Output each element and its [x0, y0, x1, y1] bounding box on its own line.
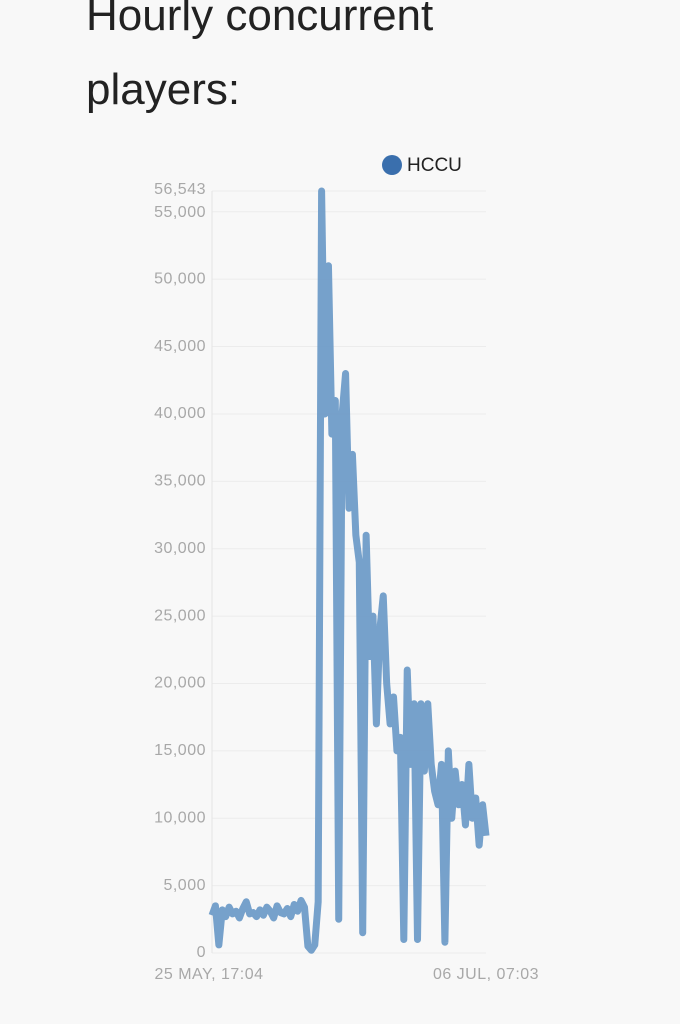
y-tick-label: 50,000: [154, 270, 206, 287]
y-tick-label: 56,543: [154, 181, 206, 198]
x-tick-label: 06 JUL, 07:03: [433, 966, 539, 983]
y-tick-label: 35,000: [154, 473, 206, 490]
data-line: [208, 187, 490, 954]
y-tick-label: 10,000: [154, 809, 206, 826]
x-tick-label: 25 MAY, 17:04: [154, 966, 263, 983]
y-tick-label: 15,000: [154, 742, 206, 759]
legend-marker: [382, 155, 402, 175]
y-tick-label: 0: [197, 944, 206, 961]
y-tick-label: 45,000: [154, 338, 206, 355]
y-tick-label: 40,000: [154, 405, 206, 422]
chart-title: Hourly concurrent players:: [86, 0, 433, 114]
legend-label: HCCU: [407, 155, 462, 176]
y-tick-label: 55,000: [154, 204, 206, 221]
y-tick-label: 20,000: [154, 675, 206, 692]
y-tick-label: 25,000: [154, 607, 206, 624]
y-tick-label: 30,000: [154, 540, 206, 557]
y-tick-label: 5,000: [163, 877, 206, 894]
